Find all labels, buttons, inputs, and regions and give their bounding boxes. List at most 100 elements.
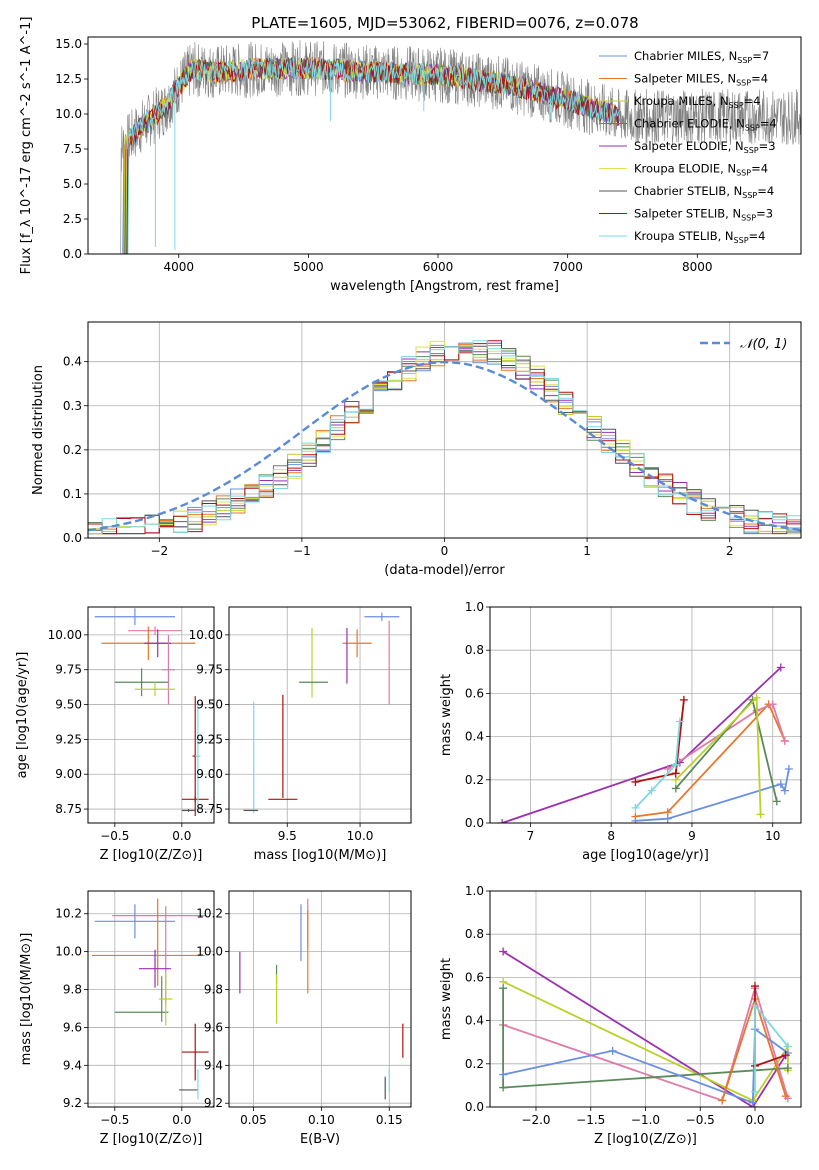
plot-area (239, 898, 404, 1100)
marker-plus (751, 1087, 760, 1096)
marker-plus (671, 769, 680, 778)
marker-plus (675, 717, 684, 726)
y-tick-label: 0.2 (63, 443, 82, 457)
marker-plus (663, 808, 672, 817)
y-tick-label: 0.8 (465, 643, 484, 657)
plot-area (88, 340, 801, 535)
plot-area (119, 40, 801, 254)
legend-count: =7 (752, 49, 769, 63)
mass-weight-line (502, 980, 789, 1102)
marker-plus (781, 1051, 790, 1060)
marker-plus (498, 819, 507, 823)
panel-mass_weight_vs_age: 7 8 9 10 0.0 0.2 0.4 0.6 0.8 1.0 age [log10(age/yr… (439, 600, 802, 863)
axes-frame (87, 36, 802, 255)
marker-plus (631, 812, 640, 821)
legend-entry: Salpeter MILES, NSSP=4 (634, 72, 768, 88)
legend-count: =4 (751, 72, 768, 86)
mass-weight-line (635, 702, 786, 818)
axes-frame (489, 606, 802, 824)
y-tick-label: 9.2 (63, 1096, 82, 1110)
subscript: SSP (729, 101, 744, 110)
marker-plus (768, 700, 777, 709)
error-point (144, 629, 172, 658)
error-point (161, 634, 176, 705)
legend-count: =3 (759, 139, 776, 153)
y-tick-label: 0.6 (465, 686, 484, 700)
x-tick-label: −0.5 (100, 829, 129, 843)
x-axis-label: Z [log10(Z/Z⊙)] (100, 1132, 203, 1147)
subscript: SSP (736, 169, 751, 178)
plot-area (499, 947, 792, 1107)
histogram-series (88, 340, 801, 535)
subscript: SSP (736, 79, 751, 88)
y-tick-label: 0.1 (63, 487, 82, 501)
panel-spectrum: 4000 5000 6000 7000 8000 0.0 2.5 5.0 7.5 10.0 12.5… (19, 17, 802, 294)
subscript: SSP (744, 146, 759, 155)
y-tick-label: 0.3 (63, 399, 82, 413)
y-tick-label: 9.25 (196, 732, 223, 746)
y-tick-label: 9.25 (55, 732, 82, 746)
x-tick-label: 8000 (682, 260, 713, 274)
y-tick-label: 0.0 (63, 247, 82, 261)
panel-mass_vs_EBV: 0.05 0.10 0.15 9.2 9.4 9.6 9.8 10.0 10.2 E(B-V) (196, 890, 412, 1147)
marker-plus (748, 1098, 757, 1107)
error-point (128, 626, 182, 635)
y-tick-label: 9.75 (196, 663, 223, 677)
marker-plus (783, 1064, 792, 1073)
x-tick-label: 0 (441, 544, 449, 558)
x-tick-label: 2 (726, 544, 734, 558)
marker-plus (776, 663, 785, 672)
y-tick-label: 0.0 (465, 1100, 484, 1114)
y-tick-label: 9.8 (204, 983, 223, 997)
x-axis-label: mass [log10(M/M⊙)] (254, 848, 387, 863)
marker-plus (679, 695, 688, 704)
y-tick-label: 9.2 (204, 1096, 223, 1110)
y-tick-label: 10.0 (55, 945, 82, 959)
x-tick-label: 9.5 (278, 829, 297, 843)
marker-plus (772, 797, 781, 806)
mass-weight-line (634, 721, 681, 809)
normal-curve (88, 360, 801, 532)
axes-frame (87, 606, 215, 824)
x-tick-label: −1 (293, 544, 311, 558)
legend-entry: Kroupa MILES, NSSP=4 (634, 94, 760, 110)
plot-area (498, 663, 793, 823)
y-tick-label: 9.00 (55, 767, 82, 781)
y-tick-label: 0.4 (465, 730, 484, 744)
x-axis-label: age [log10(age/yr)] (582, 848, 709, 863)
x-axis-label: Z [log10(Z/Z⊙)] (100, 848, 203, 863)
y-tick-label: 0.2 (465, 773, 484, 787)
marker-plus (671, 784, 680, 793)
subscript: SSP (745, 124, 760, 133)
marker-plus (631, 803, 640, 812)
axes-frame (228, 890, 412, 1108)
panel-mass_weight_vs_Z: −2.0 −1.5 −1.0 −0.5 0.0 0.0 0.2 0.4 0.6 0.8 1.0 Z [… (439, 884, 802, 1147)
marker-plus (751, 982, 760, 991)
legend-entry: Chabrier STELIB, NSSP=4 (634, 184, 774, 200)
legend-entry: 𝒩(0, 1) (740, 337, 787, 352)
y-tick-label: 9.00 (196, 767, 223, 781)
x-tick-label: 9 (688, 829, 696, 843)
y-tick-label: 7.5 (63, 142, 82, 156)
legend-entry: Kroupa STELIB, NSSP=4 (634, 229, 765, 245)
y-tick-label: 0.6 (465, 970, 484, 984)
error-point (195, 700, 201, 812)
plot-area (243, 612, 400, 814)
y-axis-label: mass weight (439, 674, 454, 756)
marker-plus (756, 810, 765, 819)
x-tick-label: 8 (607, 829, 615, 843)
plot-area (94, 608, 209, 817)
x-tick-label: 6000 (423, 260, 454, 274)
legend-entry: Salpeter STELIB, NSSP=3 (634, 207, 773, 223)
subscript: SSP (734, 236, 749, 245)
x-tick-label: 0.0 (172, 829, 191, 843)
chart-layer: 4000 5000 6000 7000 80000.02.55.07.510.012.5… (15, 17, 802, 1147)
y-tick-label: 9.8 (63, 983, 82, 997)
y-tick-label: 12.5 (55, 72, 82, 86)
x-axis-label: (data-model)/error (384, 563, 505, 578)
x-tick-label: 0.10 (308, 1113, 335, 1127)
x-tick-label: 7 (527, 829, 535, 843)
figure-title: PLATE=1605, MJD=53062, FIBERID=0076, z=0… (251, 14, 638, 32)
x-tick-label: 10.0 (347, 829, 374, 843)
x-tick-label: 0.0 (745, 1113, 764, 1127)
